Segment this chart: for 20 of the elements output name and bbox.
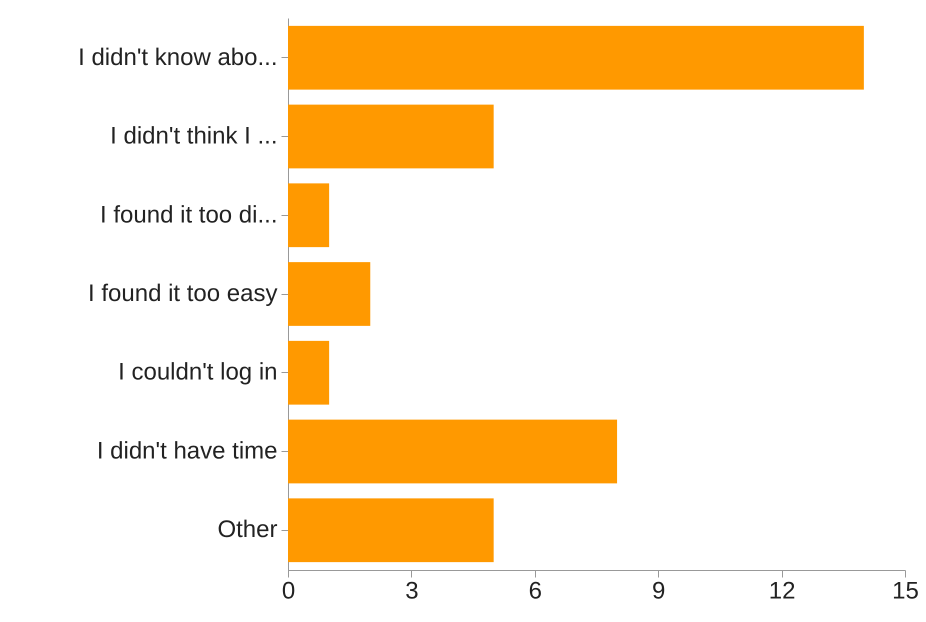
- y-tick-label: I didn't think I ...: [110, 122, 278, 150]
- x-tick-label: 15: [892, 578, 919, 604]
- y-tick-label: I didn't know abo...: [78, 44, 278, 71]
- x-tick-label: 12: [768, 578, 796, 604]
- bar: [288, 420, 618, 484]
- bar: [288, 262, 370, 326]
- bar: [288, 340, 330, 405]
- x-tick-label: 0: [282, 578, 296, 604]
- bar: [288, 104, 494, 168]
- x-tick-label: 3: [405, 578, 419, 604]
- y-tick-label: Other: [217, 516, 278, 544]
- y-tick-label: I couldn't log in: [118, 358, 278, 386]
- x-tick-label: 6: [528, 578, 542, 604]
- bar: [288, 183, 330, 248]
- x-tick-label: 9: [652, 578, 666, 604]
- y-tick-label: I didn't have time: [96, 437, 278, 464]
- bar: [288, 498, 494, 562]
- y-tick-label: I found it too easy: [88, 280, 278, 307]
- bar: [288, 26, 864, 90]
- y-tick-label: I found it too di...: [100, 201, 278, 228]
